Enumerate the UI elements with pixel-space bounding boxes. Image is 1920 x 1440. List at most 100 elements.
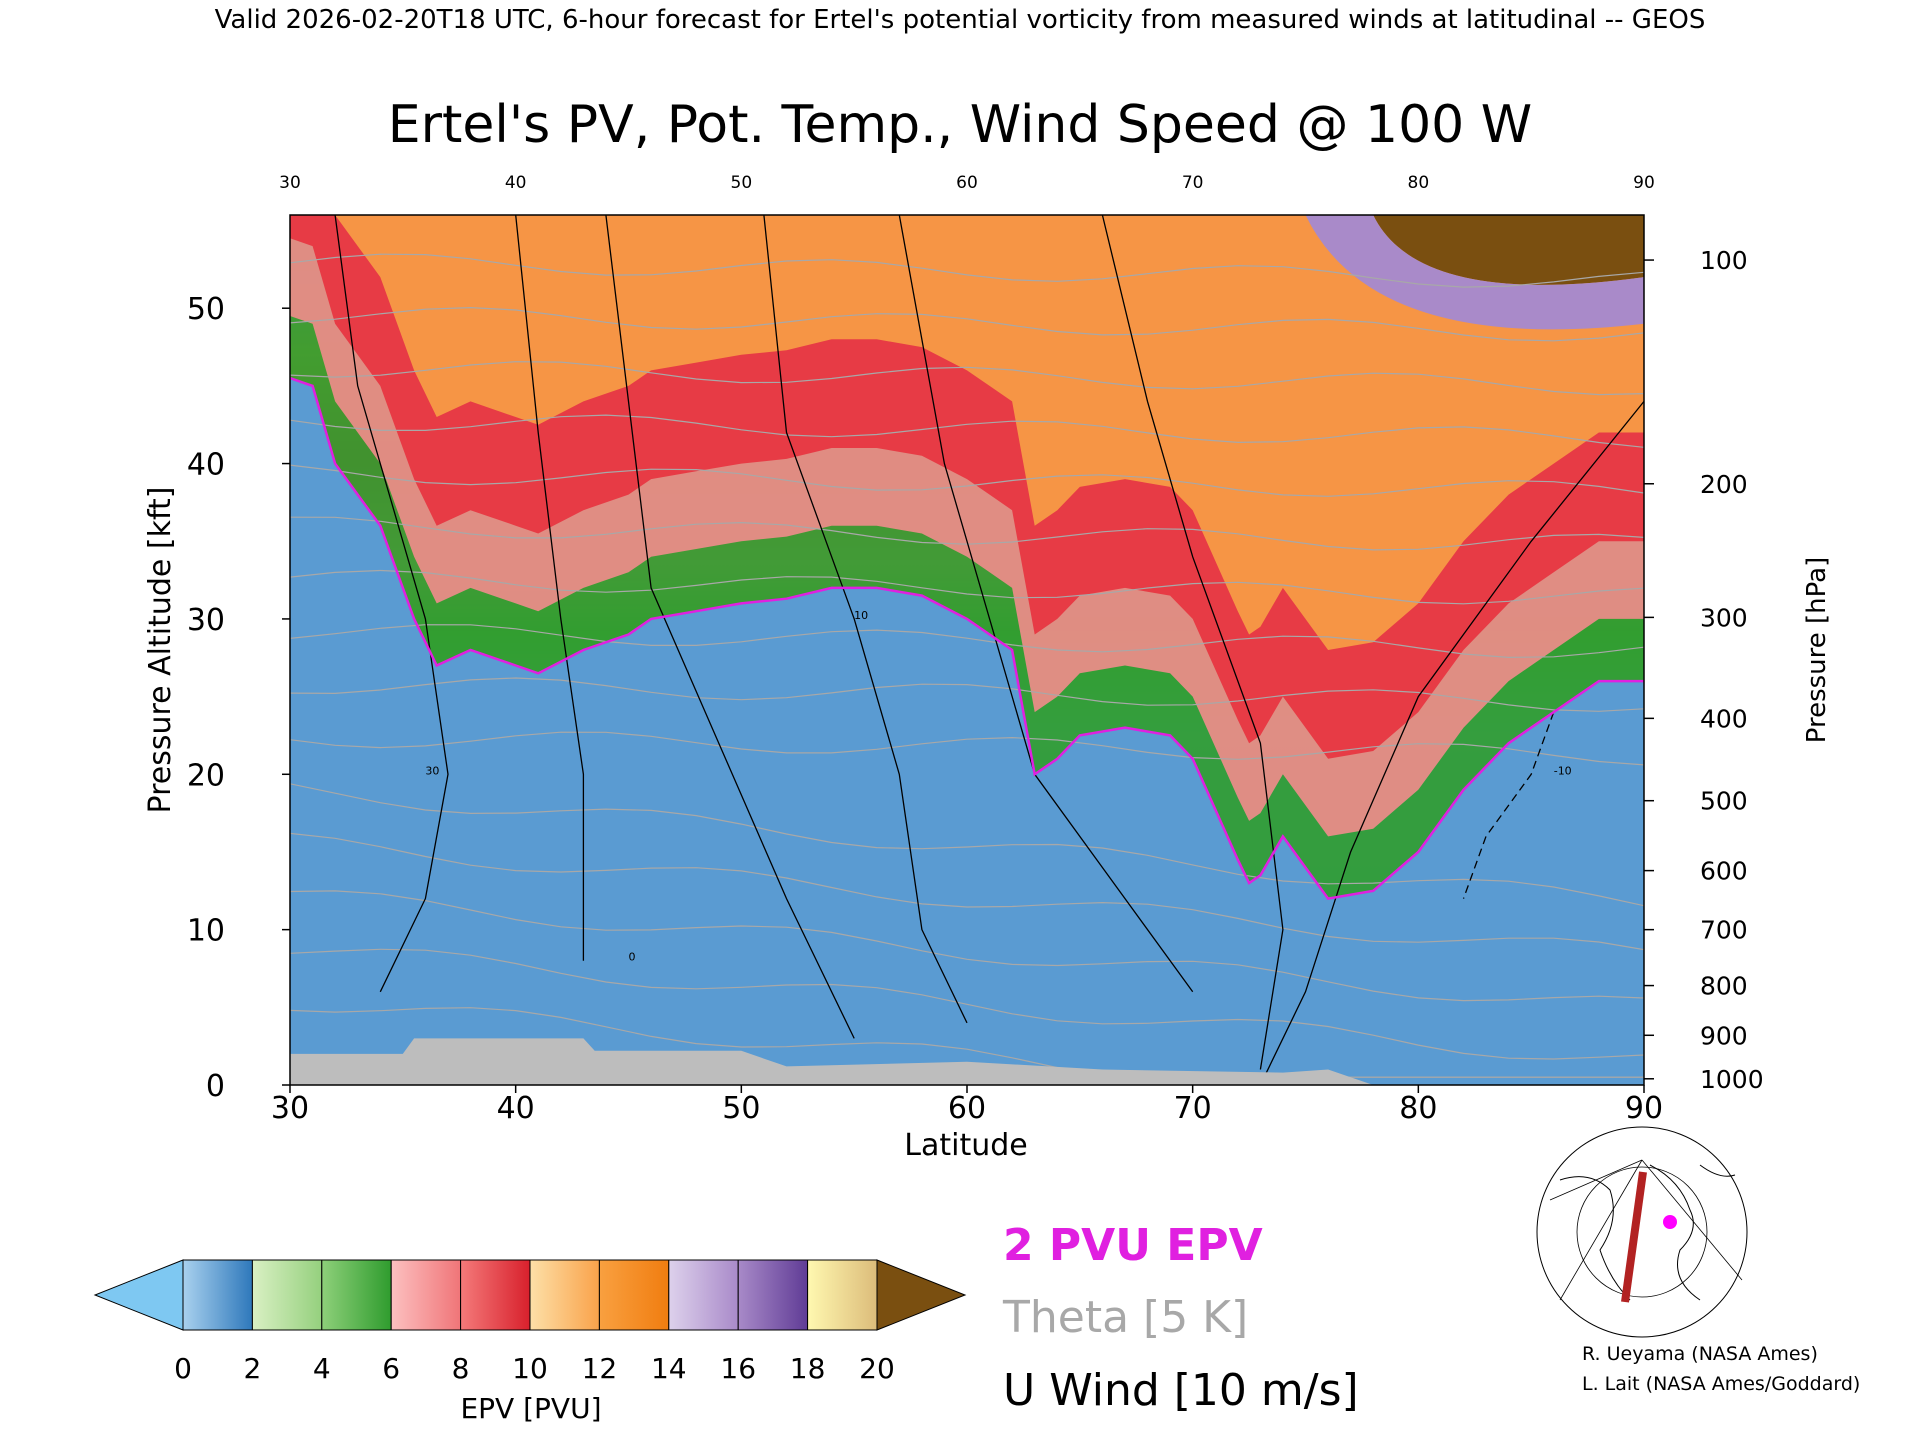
colorbar-segment-9 — [807, 1259, 878, 1331]
p-tick-label-500: 500 — [1700, 787, 1748, 816]
legend-2pvu-epv: 2 PVU EPV — [1003, 1220, 1263, 1271]
u-wind-label-3: -10 — [1554, 764, 1572, 777]
x-tick-label-80: 80 — [1399, 1091, 1437, 1126]
theta-contour-350 — [290, 624, 1644, 659]
inset-map-section-line — [1621, 1171, 1647, 1303]
colorbar-tick-label-18: 18 — [790, 1352, 826, 1385]
u-wind-contour-5 — [1101, 215, 1284, 1070]
x-top-tick-label-70: 70 — [1182, 173, 1204, 193]
colorbar-tick-label-16: 16 — [720, 1352, 756, 1385]
colorbar-segment-4 — [460, 1259, 531, 1331]
colorbar-tick-label-20: 20 — [859, 1352, 895, 1385]
plot-area: 0 10 30 -10 — [290, 215, 1644, 1085]
u-wind-contour-6 — [1259, 400, 1644, 1085]
u-wind-contour-7 — [1462, 711, 1555, 899]
u-wind-contour-4 — [898, 215, 1194, 993]
x-axis-label: Latitude — [904, 1128, 1027, 1163]
inset-map-meridian-1 — [1559, 1159, 1643, 1301]
p-tick-label-400: 400 — [1700, 704, 1748, 733]
x-top-tick-label-90: 90 — [1633, 173, 1655, 193]
inset-map-location-marker — [1663, 1215, 1677, 1229]
y-axis-right-label: Pressure [hPa] — [1802, 557, 1832, 744]
theta-contour-370 — [290, 516, 1644, 551]
legend-u-wind: U Wind [10 m/s] — [1003, 1365, 1359, 1416]
y-tick-label-20: 20 — [187, 758, 225, 793]
colorbar-segment-0 — [182, 1259, 253, 1331]
x-top-tick-label-80: 80 — [1408, 173, 1430, 193]
theta-contour-390 — [290, 414, 1644, 448]
theta-contour-340 — [290, 677, 1644, 712]
theta-contour-300 — [290, 890, 1644, 1002]
u-wind-contour-2 — [605, 215, 855, 1039]
header-text: Valid 2026-02-20T18 UTC, 6-hour forecast… — [215, 5, 1706, 35]
theta-contour-320 — [290, 783, 1644, 907]
theta-contour-420 — [290, 253, 1644, 288]
theta-contour-280 — [290, 1007, 1644, 1078]
theta-contour-310 — [290, 832, 1644, 951]
theta-contour-330 — [290, 731, 1644, 766]
colorbar-segment-6 — [598, 1259, 670, 1331]
troposphere-region — [290, 378, 1644, 1085]
inset-map-meridian-2 — [1641, 1159, 1743, 1281]
colorbar-under-arrow — [93, 1259, 184, 1331]
colorbar-segment-3 — [390, 1259, 462, 1331]
x-top-tick-label-40: 40 — [505, 173, 527, 193]
credit-line-1: R. Ueyama (NASA Ames) — [1582, 1343, 1818, 1365]
p-tick-label-900: 900 — [1700, 1021, 1748, 1050]
x-tick-label-40: 40 — [497, 1091, 535, 1126]
chart-title: Ertel's PV, Pot. Temp., Wind Speed @ 100… — [388, 95, 1532, 155]
x-tick-label-30: 30 — [271, 1091, 309, 1126]
colorbar-segment-5 — [529, 1259, 600, 1331]
theta-contour-410 — [290, 306, 1644, 342]
u-wind-label-2: 30 — [425, 764, 439, 777]
inset-map-outer-circle — [1536, 1126, 1748, 1338]
theta-contour-360 — [290, 569, 1644, 605]
credit-line-2: L. Lait (NASA Ames/Goddard) — [1582, 1373, 1860, 1395]
x-tick-label-50: 50 — [722, 1091, 760, 1126]
inset-map-inner-circle — [1576, 1166, 1708, 1298]
y-tick-label-50: 50 — [187, 292, 225, 327]
pv-band-3 — [290, 215, 1644, 650]
axes: 3030404050506060707080809090010203040501… — [187, 173, 1764, 1126]
inset-map-coastline — [1559, 1164, 1736, 1301]
p-tick-label-600: 600 — [1700, 857, 1748, 886]
x-top-tick-label-60: 60 — [956, 173, 978, 193]
2pvu-boundary-line — [290, 376, 1644, 900]
u-wind-label-1: 10 — [854, 609, 868, 622]
u-wind-contour-1 — [515, 215, 585, 961]
p-tick-label-100: 100 — [1700, 246, 1748, 275]
terrain-mask — [290, 1038, 1374, 1085]
theta-contour-400 — [290, 361, 1644, 396]
legend-theta: Theta [5 K] — [1002, 1292, 1248, 1343]
p-tick-label-700: 700 — [1700, 916, 1748, 945]
u-wind-contour-3 — [763, 215, 968, 1024]
x-top-tick-label-30: 30 — [279, 173, 301, 193]
colorbar-tick-label-2: 2 — [243, 1352, 261, 1385]
colorbar-tick-label-14: 14 — [651, 1352, 687, 1385]
y-tick-label-0: 0 — [206, 1069, 225, 1104]
y-tick-label-40: 40 — [187, 448, 225, 483]
colorbar-segment-8 — [737, 1259, 809, 1331]
colorbar-tick-label-0: 0 — [174, 1352, 192, 1385]
u-wind-contour-0 — [334, 215, 449, 993]
colorbar-tick-label-12: 12 — [582, 1352, 618, 1385]
inset-map — [1536, 1126, 1748, 1338]
x-top-tick-label-50: 50 — [731, 173, 753, 193]
pv-regions — [290, 215, 1644, 1085]
y-tick-label-30: 30 — [187, 603, 225, 638]
p-tick-label-300: 300 — [1700, 603, 1748, 632]
colorbar-tick-label-8: 8 — [452, 1352, 470, 1385]
theta-contour-290 — [290, 948, 1644, 1060]
purple-band-region — [1305, 215, 1644, 330]
colorbar-tick-label-10: 10 — [512, 1352, 548, 1385]
colorbar-tick-label-6: 6 — [382, 1352, 400, 1385]
u-wind-label-0: 0 — [629, 951, 636, 964]
colorbar: 0 2 4 6 8 10 12 14 16 18 20 — [93, 1259, 967, 1385]
p-tick-label-800: 800 — [1700, 972, 1748, 1001]
colorbar-over-arrow — [876, 1259, 967, 1331]
y-axis-label: Pressure Altitude [kft] — [143, 487, 178, 814]
p-tick-label-1000: 1000 — [1700, 1065, 1764, 1094]
y-tick-label-10: 10 — [187, 914, 225, 949]
colorbar-segment-7 — [668, 1259, 739, 1331]
